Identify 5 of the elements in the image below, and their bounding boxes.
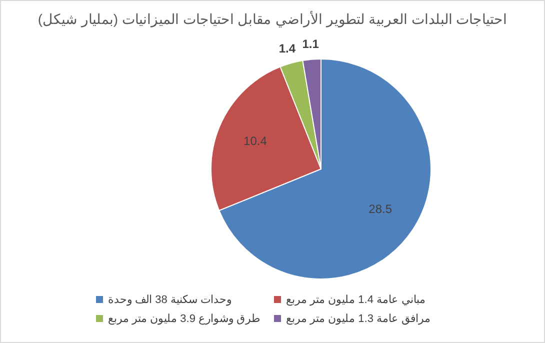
chart-title: احتياجات البلدات العربية لتطوير الأراضي مقابل احتياجات الميزانيات (بمليار شيكل) bbox=[36, 11, 508, 27]
legend-label: طرق وشوارع 3.9 مليون متر مربع bbox=[108, 312, 261, 325]
legend-label: وحدات سكنية 38 الف وحدة bbox=[108, 293, 232, 306]
legend-label: مباني عامة 1.4 مليون متر مربع bbox=[286, 293, 426, 306]
legend-label: مرافق عامة 1.3 مليون متر مربع bbox=[286, 312, 431, 325]
